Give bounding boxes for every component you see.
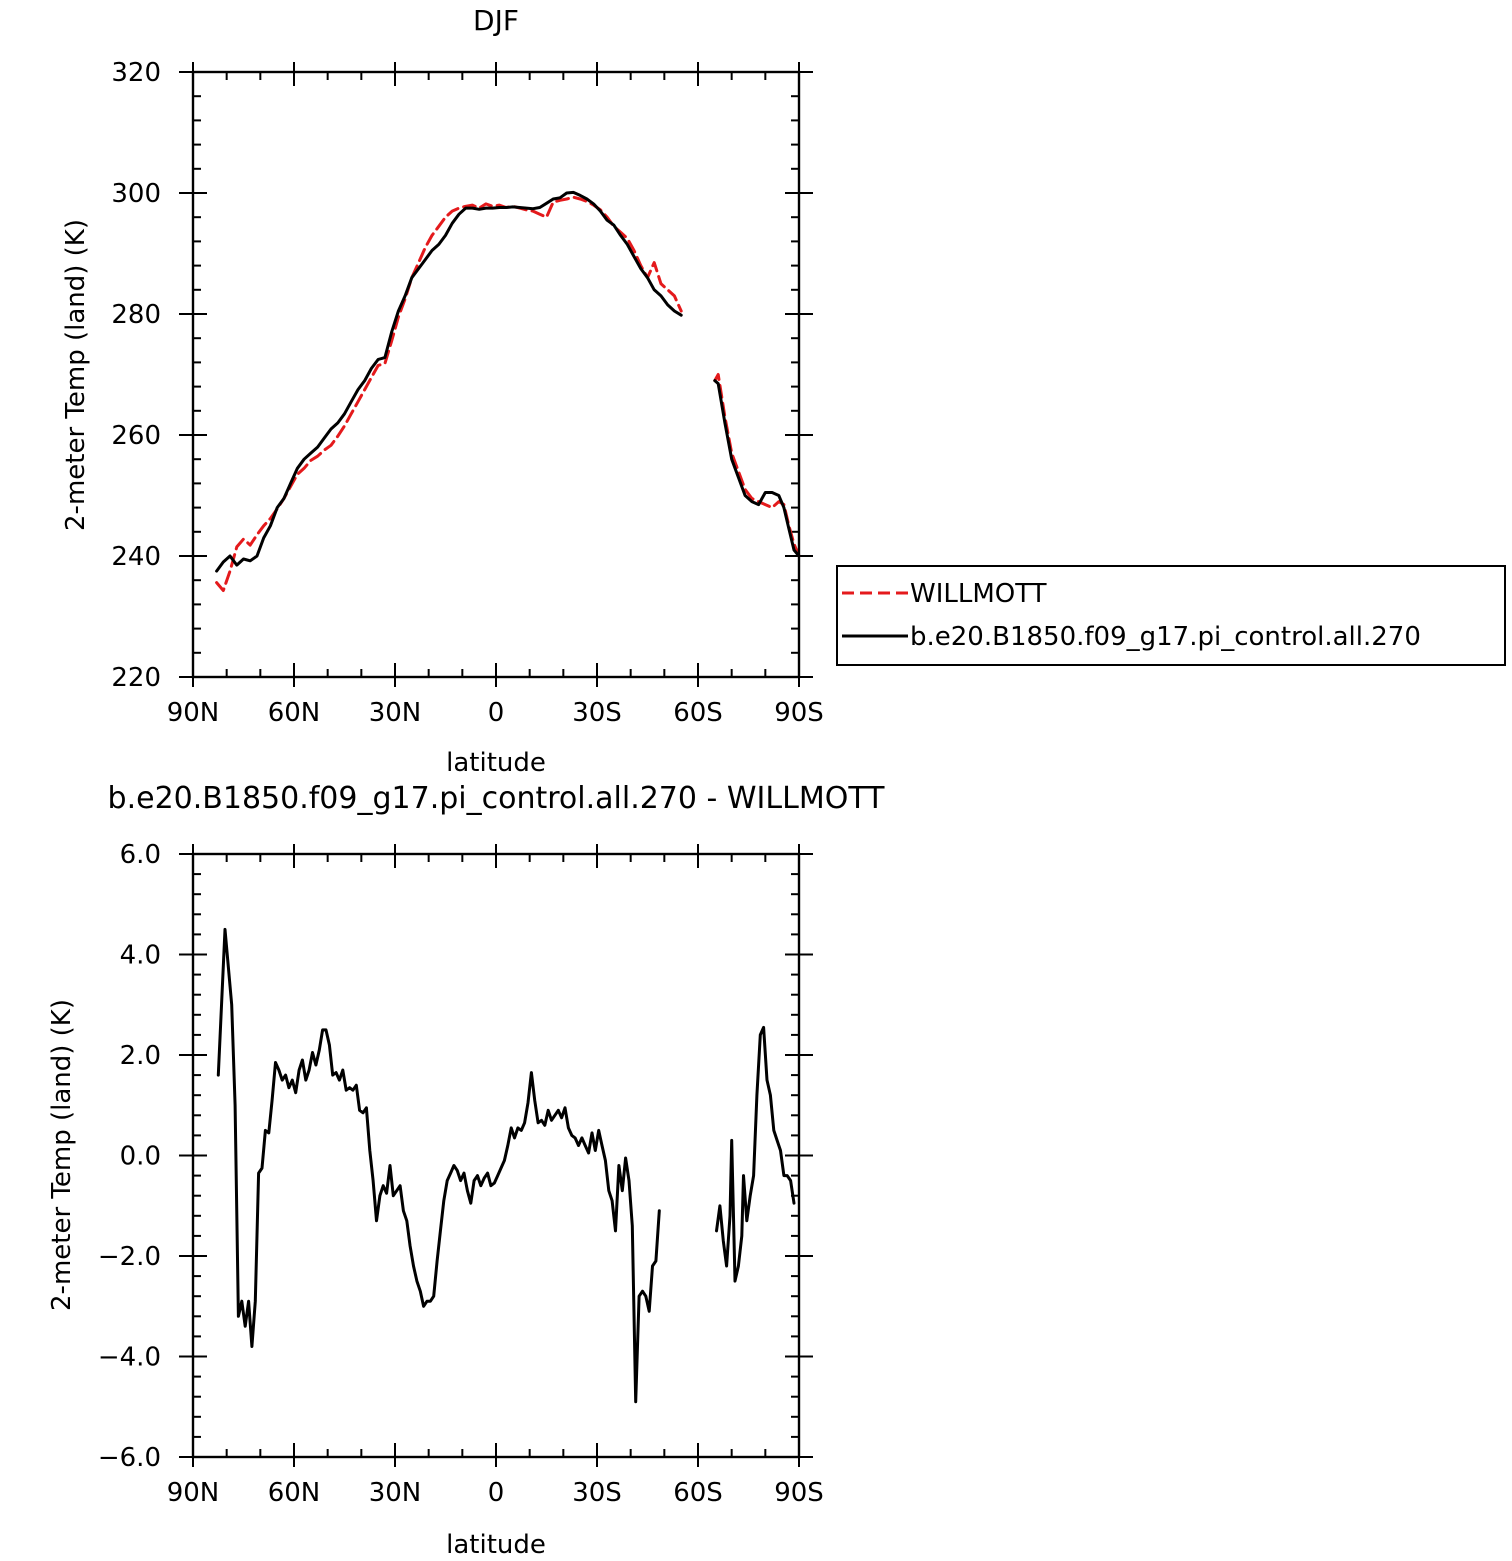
bottom-y-tick-label: −6.0	[98, 1443, 161, 1473]
top-x-tick-label: 90N	[167, 698, 220, 728]
bottom-y-axis-label: 2-meter Temp (land) (K)	[47, 999, 77, 1311]
bottom-y-tick-label: 6.0	[120, 840, 161, 870]
legend: WILLMOTT b.e20.B1850.f09_g17.pi_control.…	[836, 565, 1506, 666]
top-x-axis-label: latitude	[446, 748, 546, 778]
bottom-y-tick-label: 2.0	[120, 1041, 161, 1071]
top-series-0-line	[215, 195, 683, 592]
top-y-tick-label: 300	[111, 179, 161, 209]
top-y-tick-label: 260	[111, 421, 161, 451]
bottom-y-tick-label: −2.0	[98, 1242, 161, 1272]
top-y-tick-label: 280	[111, 300, 161, 330]
bottom-y-tick-label: 4.0	[120, 941, 161, 971]
bottom-x-tick-label: 30S	[572, 1478, 622, 1508]
bottom-y-tick-label: 0.0	[120, 1142, 161, 1172]
bottom-panel: b.e20.B1850.f09_g17.pi_control.all.270 -…	[47, 781, 885, 1560]
bottom-x-tick-label: 90N	[167, 1478, 220, 1508]
bottom-series-0-line	[216, 927, 661, 1404]
top-axis-ticks: 90N 60N 30N 0 30S 60S 90S 220 240 260 280 300 320	[111, 58, 823, 728]
top-x-tick-label: 60S	[673, 698, 723, 728]
top-x-tick-label: 60N	[268, 698, 321, 728]
top-panel: DJF 90N 60N 30N 0 30S 60S 90S 220 240 260 280 300 32…	[61, 4, 824, 778]
bottom-x-tick-label: 60N	[268, 1478, 321, 1508]
legend-label-model: b.e20.B1850.f09_g17.pi_control.all.270	[910, 622, 1421, 652]
top-x-tick-label: 30N	[369, 698, 422, 728]
top-plot-frame	[191, 70, 801, 679]
bottom-series-group	[216, 927, 796, 1404]
bottom-x-tick-label: 60S	[673, 1478, 723, 1508]
top-x-tick-label: 90S	[774, 698, 824, 728]
top-y-tick-label: 220	[111, 663, 161, 693]
top-x-tick-label: 0	[488, 698, 505, 728]
bottom-x-tick-label: 0	[488, 1478, 505, 1508]
top-y-axis-label: 2-meter Temp (land) (K)	[61, 219, 91, 531]
top-x-tick-label: 30S	[572, 698, 622, 728]
bottom-y-tick-label: −4.0	[98, 1343, 161, 1373]
bottom-x-tick-label: 90S	[774, 1478, 824, 1508]
bottom-axis-ticks: 90N 60N 30N 0 30S 60S 90S −6.0 −4.0 −2.0 0.0 2.0 4.0…	[98, 840, 824, 1508]
top-series-1-line	[215, 190, 683, 573]
bottom-x-axis-label: latitude	[446, 1530, 546, 1560]
top-chart-title: DJF	[473, 4, 519, 37]
top-series-group	[215, 190, 801, 592]
top-series-1-line	[713, 379, 801, 558]
bottom-x-tick-label: 30N	[369, 1478, 422, 1508]
bottom-plot-frame	[191, 852, 801, 1459]
bottom-series-0-line	[715, 1025, 796, 1283]
top-y-tick-label: 320	[111, 58, 161, 88]
legend-box	[836, 565, 1506, 666]
top-series-0-line	[713, 373, 801, 558]
top-y-tick-label: 240	[111, 542, 161, 572]
legend-label-willmott: WILLMOTT	[910, 579, 1047, 609]
bottom-chart-title: b.e20.B1850.f09_g17.pi_control.all.270 -…	[108, 781, 886, 816]
